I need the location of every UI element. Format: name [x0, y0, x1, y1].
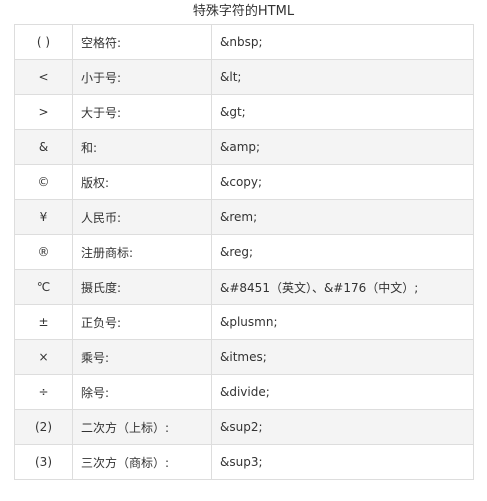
table-row: < 小于号: &lt; [14, 59, 474, 95]
code-cell: &#8451（英文）、&#176（中文）; [211, 269, 474, 305]
name-cell: 人民币: [72, 199, 212, 235]
table-caption: 特殊字符的HTML [192, 4, 295, 19]
symbol-cell: & [14, 129, 73, 165]
name-cell: 正负号: [72, 304, 212, 340]
code-cell: &plusmn; [211, 304, 474, 340]
name-cell: 摄氏度: [72, 269, 212, 305]
code-cell: &divide; [211, 374, 474, 410]
symbol-cell: (2) [14, 409, 73, 445]
symbol-cell: ± [14, 304, 73, 340]
table-row: × 乘号: &itmes; [14, 339, 474, 375]
symbol-cell: ® [14, 234, 73, 270]
symbol-cell: © [14, 164, 73, 200]
table-row: © 版权: &copy; [14, 164, 474, 200]
table-row: ( ) 空格符: &nbsp; [14, 24, 474, 60]
name-cell: 三次方（商标）: [72, 444, 212, 480]
code-cell: &rem; [211, 199, 474, 235]
symbol-cell: ¥ [14, 199, 73, 235]
code-cell: &copy; [211, 164, 474, 200]
code-cell: &nbsp; [211, 24, 474, 60]
symbol-cell: × [14, 339, 73, 375]
table-row: & 和: &amp; [14, 129, 474, 165]
name-cell: 大于号: [72, 94, 212, 130]
code-cell: &sup3; [211, 444, 474, 480]
table-row: ® 注册商标: &reg; [14, 234, 474, 270]
code-cell: &reg; [211, 234, 474, 270]
table-row: ÷ 除号: &divide; [14, 374, 474, 410]
special-characters-table: ( ) 空格符: &nbsp; < 小于号: &lt; > 大于号: &gt; … [14, 24, 474, 480]
symbol-cell: ( ) [14, 24, 73, 60]
table-row: (3) 三次方（商标）: &sup3; [14, 444, 474, 480]
table-row: (2) 二次方（上标）: &sup2; [14, 409, 474, 445]
code-cell: &sup2; [211, 409, 474, 445]
name-cell: 乘号: [72, 339, 212, 375]
code-cell: &lt; [211, 59, 474, 95]
table-row: ± 正负号: &plusmn; [14, 304, 474, 340]
name-cell: 空格符: [72, 24, 212, 60]
name-cell: 和: [72, 129, 212, 165]
name-cell: 除号: [72, 374, 212, 410]
symbol-cell: < [14, 59, 73, 95]
table-row: ℃ 摄氏度: &#8451（英文）、&#176（中文）; [14, 269, 474, 305]
symbol-cell: > [14, 94, 73, 130]
table-row: ¥ 人民币: &rem; [14, 199, 474, 235]
name-cell: 二次方（上标）: [72, 409, 212, 445]
name-cell: 注册商标: [72, 234, 212, 270]
symbol-cell: ℃ [14, 269, 73, 305]
code-cell: &amp; [211, 129, 474, 165]
name-cell: 小于号: [72, 59, 212, 95]
code-cell: &gt; [211, 94, 474, 130]
name-cell: 版权: [72, 164, 212, 200]
code-cell: &itmes; [211, 339, 474, 375]
symbol-cell: (3) [14, 444, 73, 480]
table-row: > 大于号: &gt; [14, 94, 474, 130]
symbol-cell: ÷ [14, 374, 73, 410]
